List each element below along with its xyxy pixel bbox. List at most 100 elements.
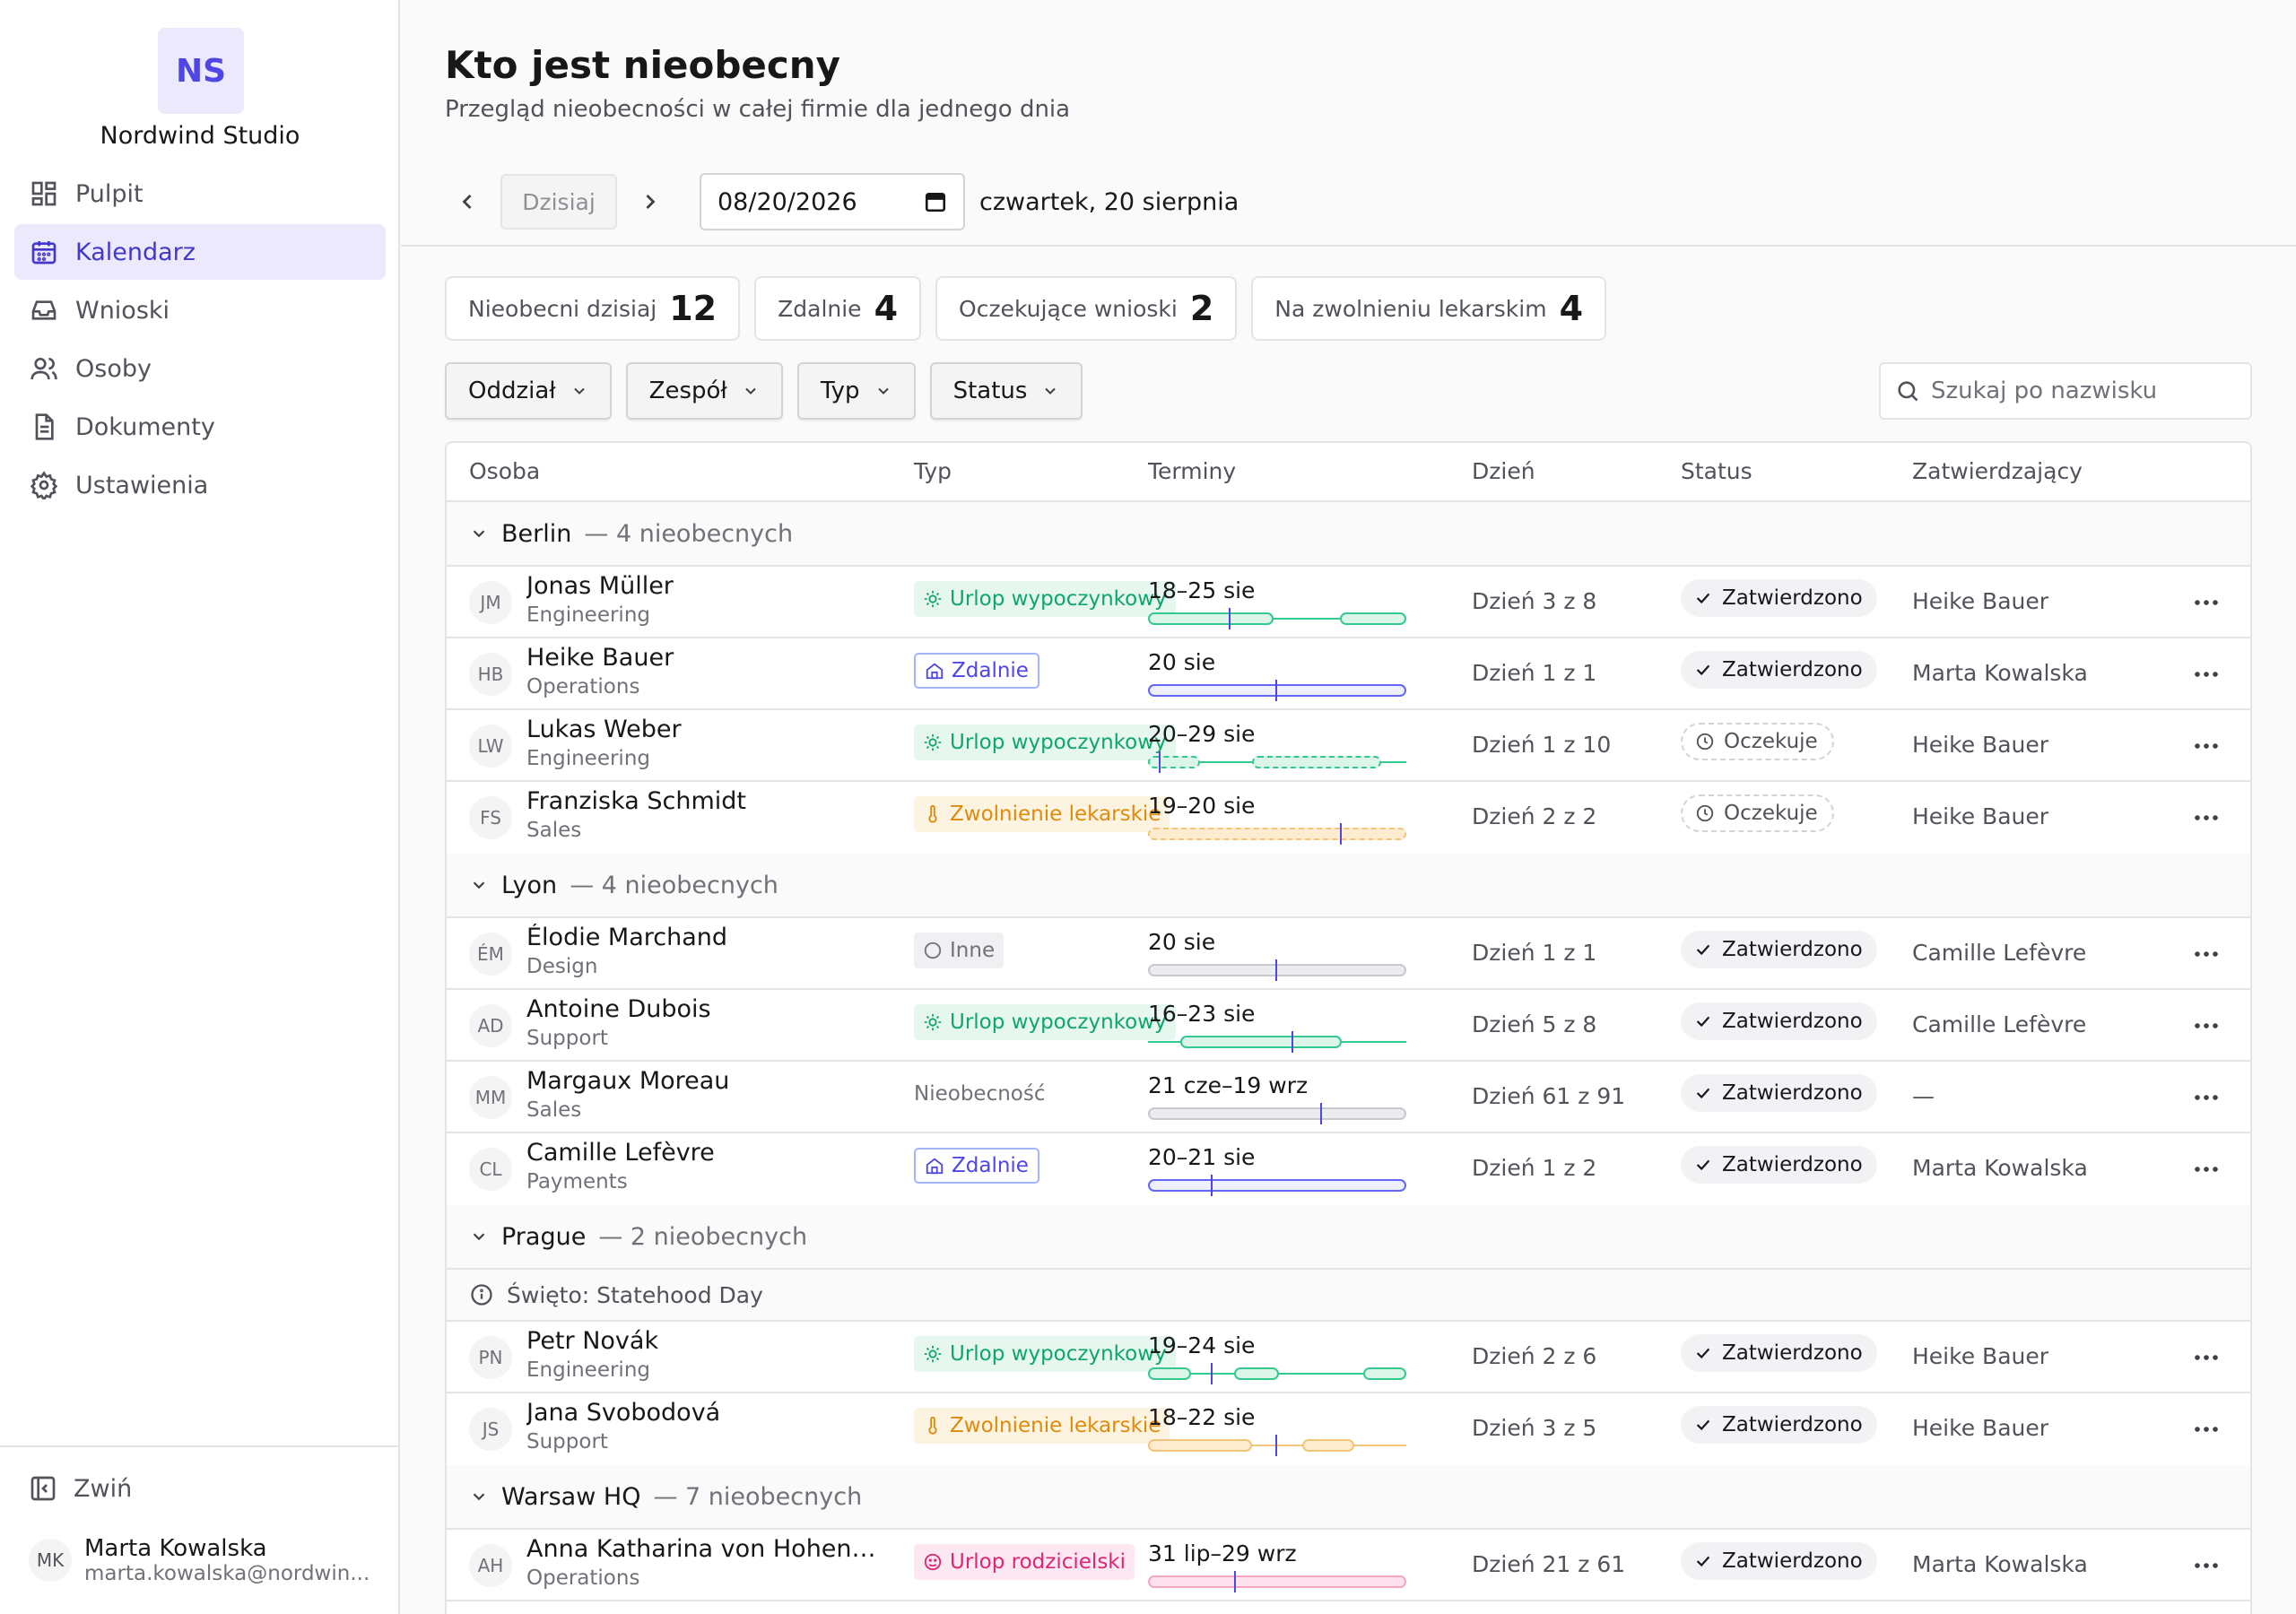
user-profile[interactable]: MK Marta Kowalska marta.kowalska@nordwin… (29, 1535, 371, 1585)
main-nav: Pulpit Kalendarz Wnioski Osoby Dokumenty… (14, 166, 386, 516)
absence-type-badge: Urlop wypoczynkowy (914, 725, 1176, 760)
person-name[interactable]: Margaux Moreau (526, 1067, 730, 1095)
filter-label: Typ (820, 377, 860, 404)
row-menu-button[interactable] (2187, 1080, 2226, 1115)
approver: Camille Lefèvre (1912, 940, 2087, 966)
col-dzien[interactable]: Dzień (1472, 458, 1535, 484)
person-team: Payments (526, 1170, 628, 1193)
filter-typ[interactable]: Typ (796, 362, 916, 420)
table-row[interactable]: AD Antoine Dubois Support Urlop wypoczynkow… (447, 990, 2250, 1062)
stats-row: Nieobecni dzisiaj 12 Zdalnie 4 Oczekujące … (445, 276, 1621, 341)
row-menu-button[interactable] (2187, 1151, 2226, 1187)
row-menu-button[interactable] (2187, 936, 2226, 972)
row-menu-button[interactable] (2187, 1411, 2226, 1447)
absence-type-badge: Zwolnienie lekarskie (914, 796, 1170, 832)
nav-item-pulpit[interactable]: Pulpit (14, 166, 386, 221)
row-menu-button[interactable] (2187, 656, 2226, 692)
person-team: Engineering (526, 603, 650, 627)
row-menu-button[interactable] (2187, 1548, 2226, 1584)
avatar: MK (29, 1539, 72, 1582)
table-row[interactable]: JS Jana Svobodová Support Zwolnienie lekars… (447, 1393, 2250, 1465)
next-day-button[interactable] (628, 174, 673, 230)
inbox-icon (29, 295, 59, 325)
col-osoba[interactable]: Osoba (469, 458, 541, 484)
approver: Heike Bauer (1912, 1343, 2049, 1369)
person-name[interactable]: Jana Svobodová (526, 1399, 721, 1427)
person-name[interactable]: Heike Bauer (526, 644, 674, 672)
check-icon (1696, 1088, 1710, 1099)
nav-item-osoby[interactable]: Osoby (14, 341, 386, 396)
day-progress: Dzień 3 z 5 (1472, 1415, 1597, 1441)
table-row[interactable]: PN Petr Novák Engineering Urlop wypoczynkow… (447, 1322, 2250, 1393)
date-range: 19–24 sie (1148, 1332, 1256, 1358)
today-button[interactable]: Dzisiaj (500, 174, 617, 230)
row-menu-button[interactable] (2187, 800, 2226, 836)
info-icon (471, 1284, 492, 1306)
person-name[interactable]: Jonas Müller (526, 572, 674, 600)
calendar-icon[interactable] (924, 190, 947, 213)
check-icon (1696, 1159, 1710, 1171)
prev-day-button[interactable] (445, 174, 490, 230)
person-team: Sales (526, 819, 582, 842)
absence-type-label: Zdalnie (952, 1154, 1029, 1177)
person-name[interactable]: Camille Lefèvre (526, 1139, 715, 1167)
table-row[interactable]: HB Heike Bauer Operations Zdalnie 20 sie Dzie… (447, 638, 2250, 710)
col-terminy[interactable]: Terminy (1148, 458, 1237, 484)
filter-zespol[interactable]: Zespół (625, 362, 783, 420)
collapse-label: Zwiń (74, 1474, 133, 1503)
date-range: 20–21 sie (1148, 1144, 1256, 1170)
col-status[interactable]: Status (1681, 458, 1752, 484)
group-header[interactable]: Prague — 2 nieobecnych (447, 1205, 2250, 1270)
table-row[interactable]: ÉM Élodie Marchand Design Inne 20 sie Dzień 1… (447, 918, 2250, 990)
today-marker (1275, 959, 1277, 981)
date-picker-input[interactable]: 08/20/2026 (700, 173, 965, 230)
range-segment (1252, 756, 1381, 768)
stat-label: Oczekujące wnioski (959, 295, 1178, 322)
range-segment (1340, 612, 1406, 625)
col-typ[interactable]: Typ (914, 458, 952, 484)
baby-icon (923, 1552, 950, 1572)
date-range: 18–25 sie (1148, 577, 1256, 603)
group-header[interactable]: Berlin — 4 nieobecnych (447, 502, 2250, 567)
person-name[interactable]: Anna Katharina von Hohenb... (526, 1535, 885, 1563)
stat-value: 12 (669, 289, 718, 328)
table-row[interactable]: MM Margaux Moreau Sales Nieobecność 21 cze–1… (447, 1062, 2250, 1133)
nav-item-kalendarz[interactable]: Kalendarz (14, 224, 386, 280)
check-icon (1696, 1016, 1710, 1028)
date-range-bar (1148, 1103, 1406, 1124)
person-name[interactable]: Élodie Marchand (526, 924, 728, 951)
date-range-bar (1148, 751, 1406, 773)
person-name[interactable]: Franziska Schmidt (526, 787, 746, 815)
group-header[interactable]: Lyon — 4 nieobecnych (447, 854, 2250, 918)
row-menu-button[interactable] (2187, 728, 2226, 764)
sun-icon (923, 589, 950, 609)
nav-item-ustawienia[interactable]: Ustawienia (14, 457, 386, 513)
row-menu-button[interactable] (2187, 1340, 2226, 1375)
search-input[interactable] (1931, 377, 2236, 404)
person-name[interactable]: Lukas Weber (526, 716, 682, 743)
collapse-button[interactable]: Zwiń (29, 1474, 132, 1503)
person-name[interactable]: Petr Novák (526, 1327, 659, 1355)
table-row[interactable]: CL Camille Lefèvre Payments Zdalnie 20–21 si… (447, 1133, 2250, 1205)
row-menu-button[interactable] (2187, 585, 2226, 620)
table-row[interactable]: JM Jonas Müller Engineering Urlop wypoczynk… (447, 567, 2250, 638)
row-menu-button[interactable] (2187, 1008, 2226, 1044)
absence-type-label: Urlop wypoczynkowy (950, 587, 1167, 611)
person-name[interactable]: Antoine Dubois (526, 995, 711, 1023)
table-row[interactable]: FS Franziska Schmidt Sales Zwolnienie lekar… (447, 782, 2250, 854)
date-range: 20 sie (1148, 649, 1216, 675)
table-row[interactable]: LW Lukas Weber Engineering Urlop wypoczynko… (447, 710, 2250, 782)
col-zatwierdzajacy[interactable]: Zatwierdzający (1912, 458, 2083, 484)
absence-type-label: Urlop wypoczynkowy (950, 731, 1167, 754)
nav-item-wnioski[interactable]: Wnioski (14, 282, 386, 338)
absence-type-badge: Urlop rodzicielski (914, 1544, 1135, 1580)
person-team: Support (526, 1027, 608, 1050)
person-team: Design (526, 955, 598, 978)
filter-oddzial[interactable]: Oddział (445, 362, 612, 420)
table-row[interactable]: AH Anna Katharina von Hohenb... Operations… (447, 1530, 2250, 1601)
person-team: Engineering (526, 1358, 650, 1382)
filter-status[interactable]: Status (929, 362, 1083, 420)
page-subtitle: Przegląd nieobecności w całej firmie dla… (445, 96, 1071, 123)
group-header[interactable]: Warsaw HQ — 7 nieobecnych (447, 1465, 2250, 1530)
nav-item-dokumenty[interactable]: Dokumenty (14, 399, 386, 455)
